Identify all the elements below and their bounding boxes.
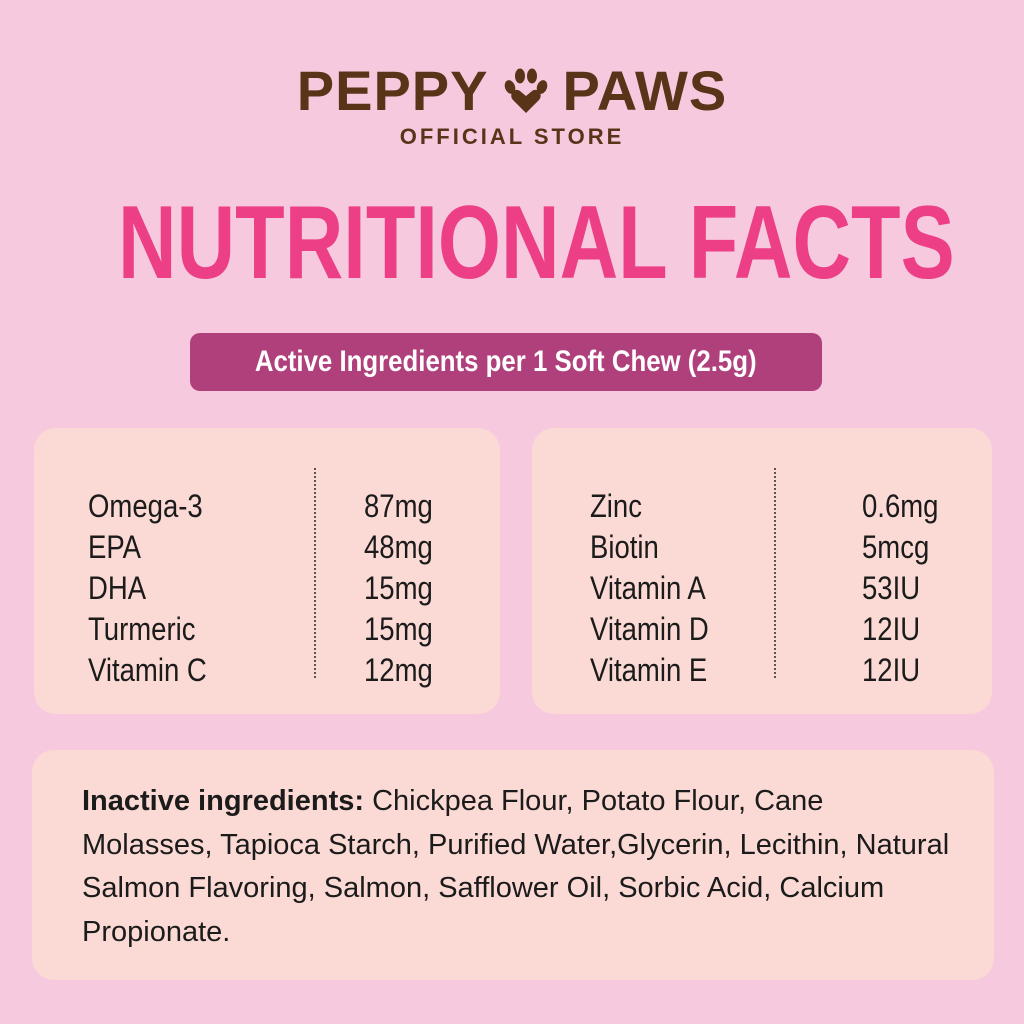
ingredient-row: Zinc 0.6mg [532, 486, 992, 527]
page-title-text: NUTRITIONAL FACTS [117, 185, 955, 301]
ingredient-amount: 15mg [364, 570, 433, 606]
ingredient-amount: 15mg [364, 611, 433, 647]
ingredient-amount: 12IU [862, 652, 921, 688]
ingredient-amount: 87mg [364, 488, 433, 524]
brand-logo: PEPPY PAWS [0, 58, 1024, 123]
ingredient-name: EPA [88, 529, 142, 565]
ingredient-row: EPA 48mg [34, 527, 500, 568]
ingredient-name: Turmeric [88, 611, 196, 647]
brand-name-left: PEPPY [296, 59, 489, 122]
ingredient-name: Zinc [590, 488, 642, 524]
ingredient-amount: 0.6mg [862, 488, 939, 524]
dotted-divider [314, 468, 316, 678]
inactive-ingredients-label: Inactive ingredients: [82, 785, 365, 817]
ingredient-row: Vitamin C 12mg [34, 650, 500, 691]
ingredient-amount: 5mcg [862, 529, 930, 565]
inactive-ingredients-panel: Inactive ingredients: Chickpea Flour, Po… [32, 750, 994, 980]
ingredient-name: Vitamin E [590, 652, 708, 688]
inactive-ingredients-text: Inactive ingredients: Chickpea Flour, Po… [82, 780, 962, 954]
active-ingredients-right-panel: Zinc 0.6mg Biotin 5mcg Vitamin A 53IU Vitam… [532, 428, 992, 714]
serving-pill-text: Active Ingredients per 1 Soft Chew (2.5g… [255, 345, 757, 378]
store-subtitle: OFFICIAL STORE [399, 124, 625, 149]
ingredient-row: Vitamin E 12IU [532, 650, 992, 691]
ingredient-row: Turmeric 15mg [34, 609, 500, 650]
brand-name-right: PAWS [562, 59, 728, 122]
active-ingredients-left-panel: Omega-3 87mg EPA 48mg DHA 15mg Turmeric 15mg… [34, 428, 500, 714]
ingredient-amount: 12IU [862, 611, 921, 647]
ingredient-row: Omega-3 87mg [34, 486, 500, 527]
ingredient-name: Vitamin C [88, 652, 207, 688]
ingredient-row: Biotin 5mcg [532, 527, 992, 568]
inactive-ingredients-list: Chickpea Flour, Potato Flour, Cane Molas… [82, 785, 950, 948]
ingredient-row: Vitamin A 53IU [532, 568, 992, 609]
ingredient-name: Omega-3 [88, 488, 203, 524]
ingredient-amount: 12mg [364, 652, 433, 688]
serving-pill: Active Ingredients per 1 Soft Chew (2.5g… [190, 333, 822, 391]
ingredient-name: Biotin [590, 529, 659, 565]
dotted-divider [774, 468, 776, 678]
ingredient-name: DHA [88, 570, 147, 606]
page-title: NUTRITIONAL FACTS [0, 188, 1024, 298]
ingredient-amount: 48mg [364, 529, 433, 565]
ingredient-amount: 53IU [862, 570, 921, 606]
ingredient-row: DHA 15mg [34, 568, 500, 609]
ingredient-name: Vitamin A [590, 570, 706, 606]
ingredient-row: Vitamin D 12IU [532, 609, 992, 650]
ingredient-name: Vitamin D [590, 611, 709, 647]
paw-heart-icon [504, 68, 547, 113]
